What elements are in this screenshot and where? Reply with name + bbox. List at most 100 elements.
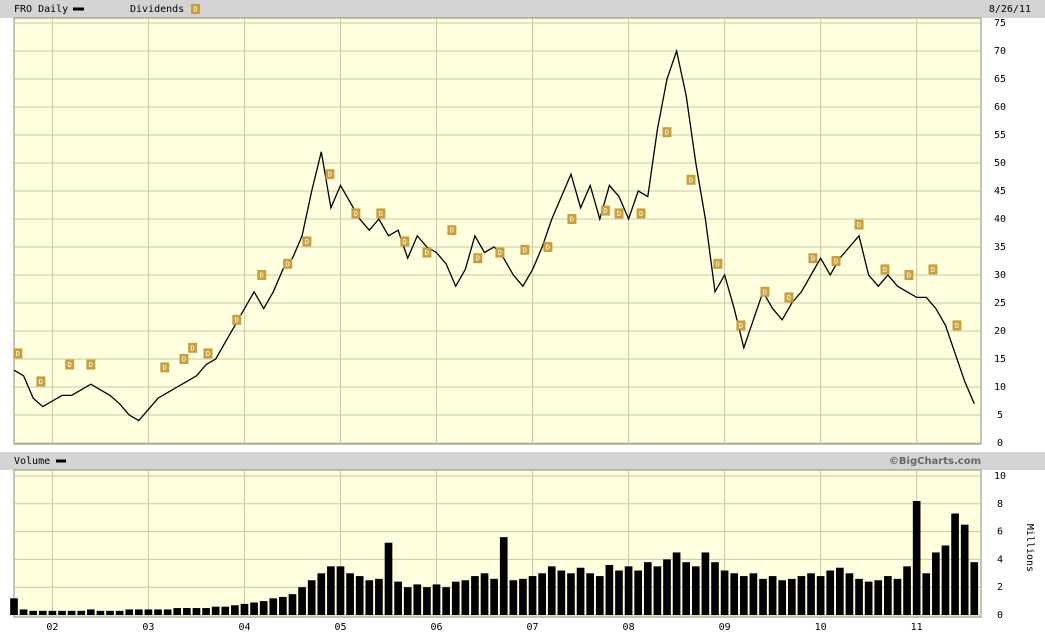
dividend-marker <box>325 169 335 180</box>
y-tick-label: 75 <box>994 18 1006 29</box>
dividend-marker <box>567 214 577 224</box>
y-tick-label: 6 <box>997 527 1003 538</box>
volume-bar <box>461 580 470 615</box>
volume-bar <box>557 570 566 615</box>
dividend-label: D <box>665 129 669 137</box>
volume-bar <box>77 610 86 615</box>
volume-bar <box>624 566 633 615</box>
volume-bar <box>797 576 806 615</box>
dividend-label: D <box>68 361 72 369</box>
volume-bar <box>912 501 921 615</box>
volume-bar <box>202 608 210 615</box>
dividend-marker <box>203 348 213 359</box>
y-tick-label: 10 <box>994 471 1006 482</box>
volume-bar <box>586 573 594 615</box>
volume-bar <box>634 570 643 615</box>
volume-bar <box>932 552 940 615</box>
dividend-marker <box>422 247 432 258</box>
volume-bar <box>739 576 748 615</box>
dividend-label: D <box>16 350 20 358</box>
volume-header <box>0 452 1045 470</box>
volume-bar <box>768 576 777 615</box>
y-tick-label: 65 <box>994 74 1006 85</box>
dividend-marker <box>614 208 624 219</box>
volume-bar <box>778 580 787 615</box>
dividend-label: D <box>716 260 720 268</box>
dividend-marker <box>65 359 75 370</box>
volume-bar <box>365 580 374 615</box>
volume-bar <box>355 576 364 615</box>
volume-bar <box>672 552 681 615</box>
y-tick-label: 5 <box>997 410 1003 421</box>
volume-bar <box>682 562 691 615</box>
volume-bar <box>884 576 892 615</box>
dividend-label: D <box>617 210 621 218</box>
dividend-marker <box>283 258 293 269</box>
volume-bar <box>29 610 38 615</box>
dividend-label: D <box>305 238 309 246</box>
volume-bar <box>250 602 258 615</box>
volume-bar <box>663 559 671 615</box>
dividend-marker <box>713 258 723 269</box>
volume-bar <box>787 578 796 615</box>
volume-bar <box>749 573 758 615</box>
volume-bar <box>307 580 316 615</box>
volume-bar <box>864 581 873 615</box>
volume-bar <box>144 609 153 615</box>
dividend-marker <box>447 225 457 236</box>
y-axis-label: Millions <box>1024 524 1035 572</box>
price-plot <box>13 17 982 445</box>
dividend-marker <box>257 270 267 280</box>
volume-bar <box>960 524 969 615</box>
price-line <box>13 48 975 422</box>
dividend-marker <box>86 359 96 370</box>
dividend-label: D <box>955 322 959 330</box>
volume-bar <box>922 573 931 615</box>
volume-bar <box>970 562 979 615</box>
volume-bar <box>125 609 134 615</box>
volume-bar <box>826 570 835 615</box>
volume-bar <box>423 587 431 615</box>
x-tick-label: 03 <box>142 622 154 633</box>
dividend-label: D <box>476 255 480 263</box>
volume-bar <box>231 605 239 615</box>
y-tick-label: 25 <box>994 298 1006 309</box>
dividend-label: D <box>498 249 502 257</box>
dividend-marker <box>636 208 646 219</box>
volume-bar <box>394 581 402 615</box>
volume-bar <box>240 603 249 615</box>
dividend-label: D <box>546 244 550 252</box>
volume-bar <box>48 610 57 615</box>
dividend-label: D <box>89 361 93 369</box>
y-tick-label: 40 <box>994 214 1006 225</box>
volume-bar <box>298 587 306 615</box>
y-tick-label: 55 <box>994 130 1006 141</box>
dividend-label: D <box>739 322 743 330</box>
source: ©BigCharts.com <box>889 456 981 467</box>
volume-bar <box>951 513 959 615</box>
dividend-label: D <box>39 378 43 386</box>
volume-bar <box>941 545 950 615</box>
dividend-marker <box>952 320 962 331</box>
volume-bar <box>547 566 556 615</box>
dividend-marker <box>302 236 312 247</box>
volume-bar <box>691 566 700 615</box>
y-tick-label: 35 <box>994 242 1006 253</box>
y-tick-label: 50 <box>994 158 1006 169</box>
volume-bar <box>96 610 105 615</box>
dividend-marker <box>928 264 938 275</box>
dividend-marker <box>808 253 818 264</box>
volume-bar <box>384 542 393 615</box>
y-tick-label: 30 <box>994 270 1006 281</box>
legend-dividends: Dividends <box>130 4 184 15</box>
volume-bar <box>499 537 508 615</box>
dividend-label: D <box>328 171 332 179</box>
dividend-label: D <box>639 210 643 218</box>
volume-bar <box>115 610 124 615</box>
volume-bar <box>211 606 220 615</box>
volume-bar <box>893 578 902 615</box>
y-tick-label: 0 <box>997 438 1003 449</box>
dividend-label: D <box>286 260 290 268</box>
volume-bar <box>106 610 114 615</box>
